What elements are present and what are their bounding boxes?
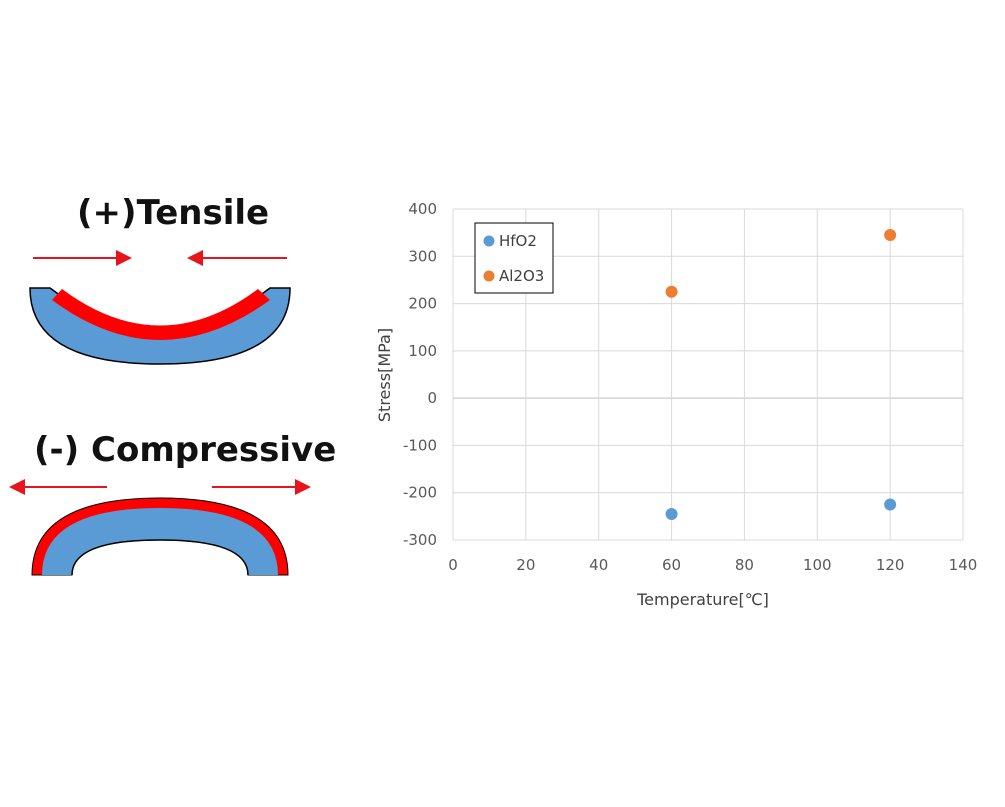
data-point-al2o3 bbox=[665, 285, 678, 298]
tensile-film bbox=[52, 289, 270, 340]
data-points bbox=[665, 229, 897, 520]
arrow-right-head bbox=[116, 250, 132, 266]
x-axis-title: Temperature[℃] bbox=[636, 590, 769, 609]
tensile-plate bbox=[29, 287, 291, 365]
grid bbox=[452, 208, 964, 541]
compressive-label: (-) Compressive bbox=[34, 430, 337, 470]
arrow-left-head bbox=[187, 250, 203, 266]
x-tick-label: 100 bbox=[803, 556, 832, 574]
y-tick-label: 200 bbox=[408, 295, 437, 313]
compressive-substrate bbox=[42, 508, 278, 575]
y-axis-title: Stress[MPa] bbox=[375, 328, 394, 422]
arrow-outward-right-head bbox=[295, 479, 311, 495]
tick-labels: 400 300 200 100 0 -100 -200 -300 0 20 40 60 80 100 120… bbox=[403, 200, 977, 574]
y-tick-label: -300 bbox=[403, 531, 437, 549]
legend-label-al2o3: Al2O3 bbox=[499, 267, 544, 285]
y-tick-label: -100 bbox=[403, 436, 437, 454]
x-tick-label: 20 bbox=[516, 556, 535, 574]
data-point-hfo2 bbox=[665, 507, 678, 520]
arrow-outward-left-head bbox=[9, 479, 25, 495]
y-tick-label: 300 bbox=[408, 247, 437, 265]
tensile-label: (+)Tensile bbox=[77, 193, 270, 233]
y-tick-label: -200 bbox=[403, 484, 437, 502]
compressive-arrows bbox=[9, 479, 311, 495]
x-tick-label: 0 bbox=[448, 556, 458, 574]
x-tick-label: 120 bbox=[876, 556, 905, 574]
x-tick-label: 60 bbox=[662, 556, 681, 574]
legend-label-hfo2: HfO2 bbox=[499, 232, 537, 250]
compressive-inner-outline bbox=[71, 539, 249, 576]
y-tick-label: 100 bbox=[408, 342, 437, 360]
compressive-plate bbox=[31, 497, 289, 576]
legend-marker-al2o3 bbox=[483, 270, 495, 282]
y-tick-label: 0 bbox=[427, 389, 437, 407]
legend-marker-hfo2 bbox=[483, 235, 495, 247]
x-tick-label: 40 bbox=[589, 556, 608, 574]
legend: HfO2 Al2O3 bbox=[474, 222, 554, 294]
data-point-hfo2 bbox=[884, 498, 897, 511]
data-point-al2o3 bbox=[884, 229, 897, 242]
x-tick-label: 80 bbox=[735, 556, 754, 574]
y-tick-label: 400 bbox=[408, 200, 437, 218]
x-tick-label: 140 bbox=[949, 556, 978, 574]
tensile-arrows bbox=[33, 250, 287, 266]
